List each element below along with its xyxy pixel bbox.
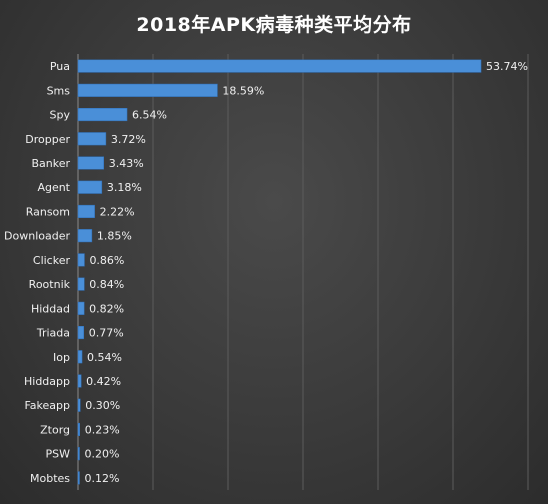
bar-sms	[77, 83, 218, 97]
value-label-sms: 18.59%	[222, 84, 264, 97]
value-label-pua: 53.74%	[486, 60, 528, 73]
category-label-triada: Triada	[36, 327, 70, 340]
bar-spy	[77, 108, 128, 122]
bar-dropper	[77, 132, 107, 146]
chart-title: 2018年APK病毒种类平均分布	[136, 14, 412, 36]
bar-mobtes	[77, 471, 80, 485]
bar-pua	[77, 59, 482, 73]
category-label-spy: Spy	[50, 109, 71, 122]
value-label-mobtes: 0.12%	[85, 472, 120, 485]
category-label-fakeapp: Fakeapp	[24, 399, 70, 412]
labels: Pua 53.74% Sms 18.59% Spy 6.54% Dropper 3.72% Ba…	[4, 60, 528, 485]
value-label-downloader: 1.85%	[97, 230, 132, 243]
bar-iop	[77, 350, 83, 364]
category-label-psw: PSW	[46, 448, 71, 461]
value-label-ransom: 2.22%	[100, 205, 135, 218]
category-label-ransom: Ransom	[26, 205, 70, 218]
gridlines	[77, 54, 529, 490]
value-label-spy: 6.54%	[132, 109, 167, 122]
value-label-fakeapp: 0.30%	[85, 399, 120, 412]
category-label-iop: Iop	[53, 351, 70, 364]
bar-hiddapp	[77, 374, 82, 388]
category-label-downloader: Downloader	[4, 230, 70, 243]
bar-fakeapp	[77, 398, 81, 412]
value-label-hiddapp: 0.42%	[86, 375, 121, 388]
category-label-dropper: Dropper	[25, 133, 70, 146]
value-label-ztorg: 0.23%	[85, 423, 120, 436]
category-label-ztorg: Ztorg	[40, 423, 70, 436]
category-label-sms: Sms	[47, 84, 71, 97]
category-label-mobtes: Mobtes	[30, 472, 70, 485]
value-label-rootnik: 0.84%	[89, 278, 124, 291]
bar-banker	[77, 156, 104, 170]
bar-hiddad	[77, 301, 85, 315]
bar-ransom	[77, 204, 95, 218]
value-label-triada: 0.77%	[89, 327, 124, 340]
category-label-clicker: Clicker	[33, 254, 71, 267]
bar-ztorg	[77, 422, 80, 436]
bar-downloader	[77, 229, 93, 243]
category-label-pua: Pua	[50, 60, 70, 73]
bar-triada	[77, 326, 85, 340]
value-label-banker: 3.43%	[109, 157, 144, 170]
category-label-rootnik: Rootnik	[29, 278, 71, 291]
bar-clicker	[77, 253, 85, 267]
bars	[77, 59, 482, 485]
value-label-psw: 0.20%	[85, 448, 120, 461]
category-label-banker: Banker	[31, 157, 70, 170]
category-label-agent: Agent	[37, 181, 70, 194]
bar-rootnik	[77, 277, 85, 291]
value-label-iop: 0.54%	[87, 351, 122, 364]
value-label-agent: 3.18%	[107, 181, 142, 194]
bar-psw	[77, 447, 80, 461]
category-label-hiddad: Hiddad	[31, 302, 70, 315]
bar-agent	[77, 180, 103, 194]
value-label-dropper: 3.72%	[111, 133, 146, 146]
value-label-hiddad: 0.82%	[89, 302, 124, 315]
category-label-hiddapp: Hiddapp	[24, 375, 70, 388]
value-label-clicker: 0.86%	[89, 254, 124, 267]
